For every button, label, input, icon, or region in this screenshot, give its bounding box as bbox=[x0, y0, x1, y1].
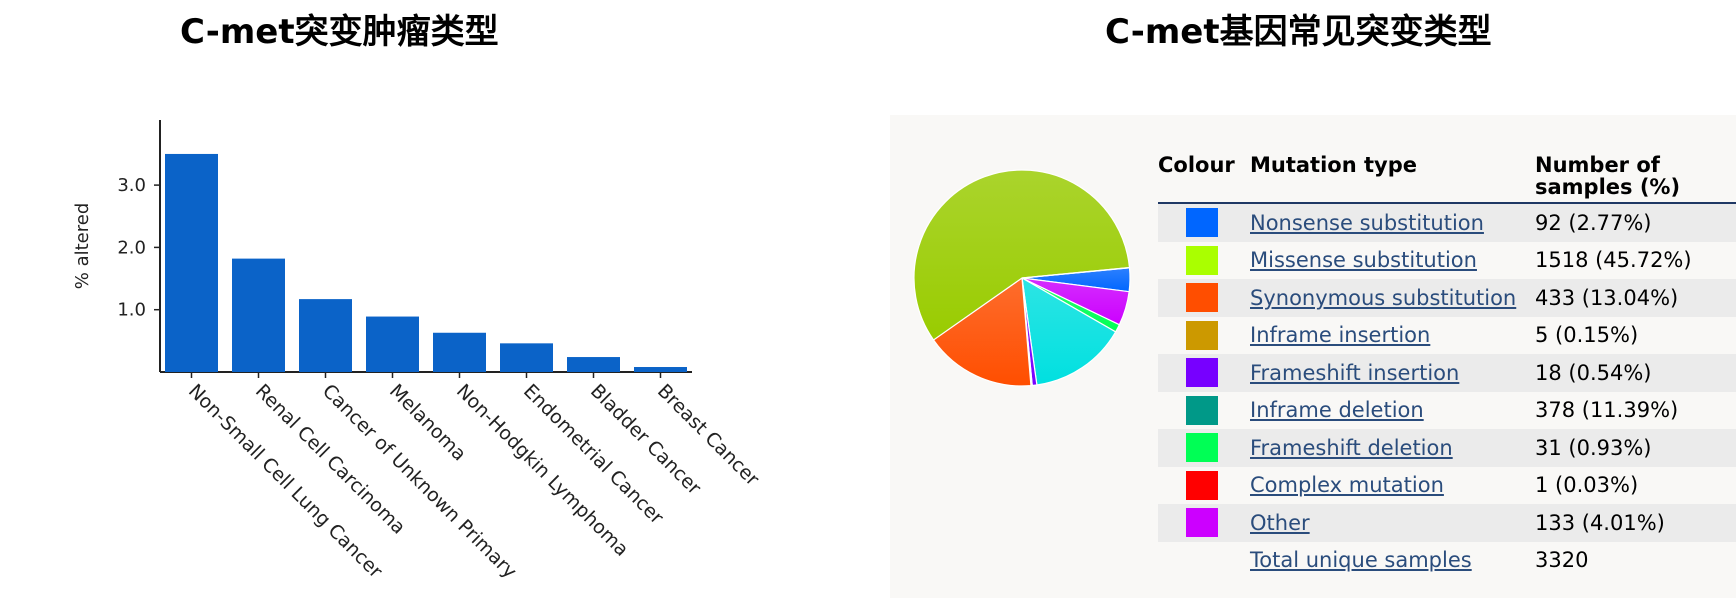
sample-count-cell: 378 (11.39%) bbox=[1535, 398, 1679, 423]
colour-header: Colour bbox=[1158, 154, 1250, 204]
sample-count-cell: 1518 (45.72%) bbox=[1535, 248, 1692, 273]
colour-swatch bbox=[1186, 395, 1218, 425]
sample-count-cell: 1 (0.03%) bbox=[1535, 473, 1639, 498]
bar bbox=[366, 316, 419, 372]
mutation-type-link[interactable]: Synonymous substitution bbox=[1250, 285, 1517, 310]
bar bbox=[500, 343, 553, 372]
pie-slice bbox=[932, 276, 1032, 387]
y-tick-label: 1.0 bbox=[117, 300, 146, 321]
pie-slice bbox=[1021, 266, 1131, 279]
legend-colour-cell bbox=[1158, 392, 1250, 430]
legend-row: Synonymous substitution 433 (13.04%) bbox=[1158, 279, 1736, 317]
y-tick-label: 2.0 bbox=[117, 237, 146, 258]
mutation-type-link[interactable]: Inframe deletion bbox=[1250, 398, 1424, 423]
right-chart-title: C-met基因常见突变类型 bbox=[1105, 12, 1492, 52]
mutation-panel: Colour Mutation type Number of samples (… bbox=[890, 115, 1736, 598]
mutation-type-cell: Frameshift deletion bbox=[1250, 429, 1535, 467]
mutation-type-cell: Inframe insertion bbox=[1250, 317, 1535, 355]
mutation-type-cell: Complex mutation bbox=[1250, 467, 1535, 505]
bar bbox=[433, 332, 486, 372]
mutation-type-link[interactable]: Complex mutation bbox=[1250, 473, 1444, 498]
sample-count-cell: 433 (13.04%) bbox=[1535, 279, 1736, 317]
mutation-type-cell: Synonymous substitution bbox=[1250, 279, 1535, 317]
legend-row: Frameshift deletion 31 (0.93%) bbox=[1158, 429, 1736, 467]
colour-swatch bbox=[1186, 508, 1218, 538]
colour-swatch bbox=[1186, 470, 1218, 500]
y-axis-label: % altered bbox=[72, 203, 93, 290]
legend-row: Complex mutation 1 (0.03%) bbox=[1158, 467, 1736, 505]
total-label-cell: Total unique samples bbox=[1250, 542, 1535, 580]
legend-colour-cell bbox=[1158, 242, 1250, 280]
legend-colour-cell bbox=[1158, 429, 1250, 467]
legend-colour-cell bbox=[1158, 203, 1250, 242]
sample-count-cell: 31 (0.93%) bbox=[1535, 429, 1736, 467]
sample-count-cell: 133 (4.01%) bbox=[1535, 504, 1736, 542]
legend-row: Nonsense substitution 92 (2.77%) bbox=[1158, 203, 1736, 242]
bar bbox=[634, 367, 687, 372]
legend-colour-cell bbox=[1158, 279, 1250, 317]
colour-swatch bbox=[1186, 245, 1218, 275]
bar bbox=[232, 258, 285, 372]
mutation-legend-table: Colour Mutation type Number of samples (… bbox=[1158, 154, 1736, 579]
mutation-type-cell: Missense substitution bbox=[1250, 242, 1535, 280]
total-samples-value: 3320 bbox=[1535, 548, 1589, 573]
mutation-type-cell: Inframe deletion bbox=[1250, 392, 1535, 430]
mutation-type-cell: Other bbox=[1250, 504, 1535, 542]
mutation-type-link[interactable]: Frameshift deletion bbox=[1250, 435, 1453, 460]
colour-swatch bbox=[1186, 320, 1218, 350]
legend-colour-cell bbox=[1158, 504, 1250, 542]
legend-colour-cell bbox=[1158, 354, 1250, 392]
pie-chart bbox=[913, 169, 1131, 387]
colour-swatch bbox=[1186, 358, 1218, 388]
legend-total-row: Total unique samples 3320 bbox=[1158, 542, 1736, 580]
colour-swatch bbox=[1186, 208, 1218, 238]
y-tick-label: 3.0 bbox=[117, 175, 146, 196]
bar bbox=[299, 299, 352, 372]
pie-slice bbox=[1021, 276, 1117, 386]
sample-count-cell: 92 (2.77%) bbox=[1535, 203, 1736, 242]
legend-body: Nonsense substitution 92 (2.77%) Missense … bbox=[1158, 203, 1736, 579]
colour-swatch bbox=[1186, 433, 1218, 463]
colour-swatch bbox=[1186, 283, 1218, 313]
bar bbox=[165, 153, 218, 372]
pie-slice bbox=[913, 169, 1131, 341]
total-samples-link[interactable]: Total unique samples bbox=[1250, 548, 1472, 573]
mutation-type-cell: Nonsense substitution bbox=[1250, 203, 1535, 242]
mutation-type-link[interactable]: Frameshift insertion bbox=[1250, 360, 1460, 385]
legend-row: Missense substitution 1518 (45.72%) bbox=[1158, 242, 1736, 280]
number-header: Number of samples (%) bbox=[1535, 153, 1736, 204]
sample-count-cell: 18 (0.54%) bbox=[1535, 354, 1736, 392]
number-header-line1: Number of bbox=[1535, 153, 1660, 177]
bar bbox=[567, 357, 620, 372]
number-header-line2: samples (%) bbox=[1535, 175, 1681, 199]
mutation-type-cell: Frameshift insertion bbox=[1250, 354, 1535, 392]
sample-count-cell: 5 (0.15%) bbox=[1535, 323, 1639, 348]
legend-colour-cell bbox=[1158, 467, 1250, 505]
legend-row: Frameshift insertion 18 (0.54%) bbox=[1158, 354, 1736, 392]
legend-row: Other 133 (4.01%) bbox=[1158, 504, 1736, 542]
legend-colour-cell bbox=[1158, 317, 1250, 355]
mutation-type-link[interactable]: Missense substitution bbox=[1250, 248, 1477, 273]
total-empty-cell bbox=[1158, 542, 1250, 580]
legend-header-row: Colour Mutation type Number of samples (… bbox=[1158, 153, 1736, 204]
legend-row: Inframe insertion 5 (0.15%) bbox=[1158, 317, 1736, 355]
mutation-type-link[interactable]: Nonsense substitution bbox=[1250, 210, 1484, 235]
left-chart-title: C-met突变肿瘤类型 bbox=[180, 12, 499, 52]
mutation-type-link[interactable]: Other bbox=[1250, 510, 1310, 535]
mutation-type-header: Mutation type bbox=[1250, 154, 1535, 204]
mutation-type-link[interactable]: Inframe insertion bbox=[1250, 323, 1431, 348]
legend-row: Inframe deletion 378 (11.39%) bbox=[1158, 392, 1736, 430]
